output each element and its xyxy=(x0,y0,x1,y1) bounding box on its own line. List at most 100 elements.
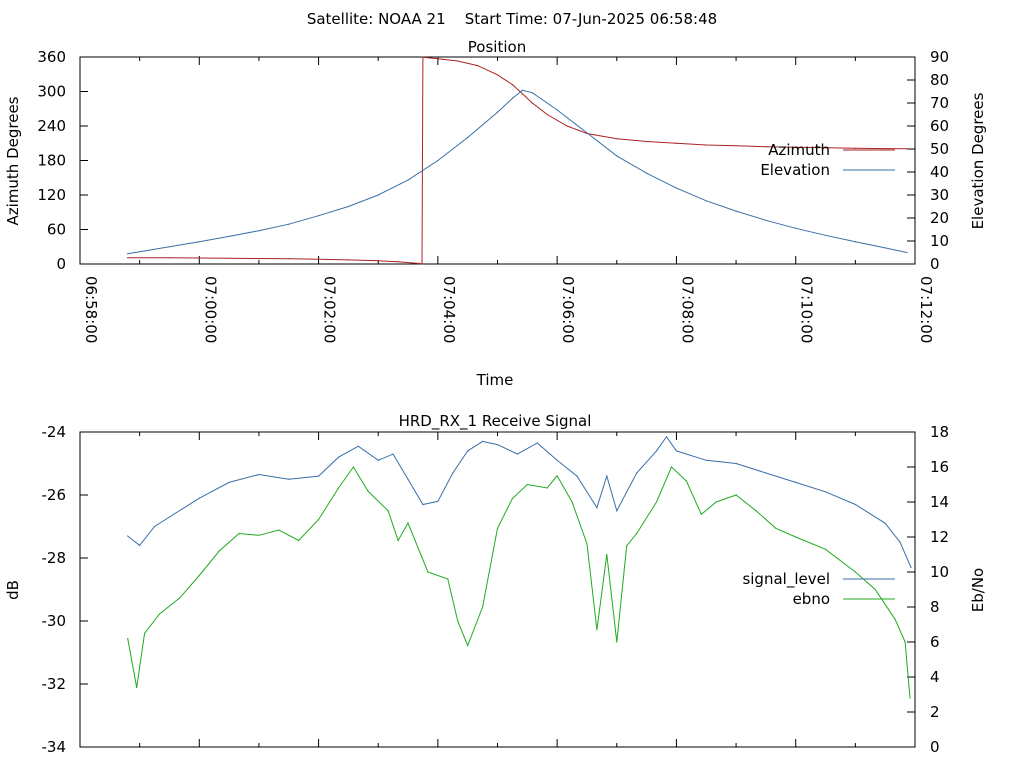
data-point xyxy=(427,571,429,573)
data-point xyxy=(158,613,161,615)
y-tick-label: 240 xyxy=(37,117,66,135)
y-tick-label: -32 xyxy=(42,675,67,693)
data-point xyxy=(511,84,513,86)
y-tick-label: -28 xyxy=(42,549,67,567)
legend-label: Azimuth xyxy=(768,141,830,159)
data-point xyxy=(377,459,379,461)
data-point xyxy=(139,544,141,547)
data-point xyxy=(198,497,200,499)
data-point xyxy=(536,442,538,444)
data-point xyxy=(258,473,260,476)
y2-tick-label: 70 xyxy=(930,94,949,112)
data-point xyxy=(516,453,519,455)
y2-tick-label: 8 xyxy=(930,598,940,616)
data-point xyxy=(482,606,484,608)
data-point xyxy=(127,535,129,537)
data-point xyxy=(735,145,737,147)
y2-tick-label: 12 xyxy=(930,528,949,546)
data-point xyxy=(387,510,389,512)
y2-tick-label: 0 xyxy=(930,738,940,756)
series-line-signal-level xyxy=(127,435,912,568)
data-point xyxy=(596,629,598,631)
data-point xyxy=(655,450,658,452)
data-point xyxy=(168,257,171,259)
data-point xyxy=(467,644,469,647)
y-tick-label: -34 xyxy=(42,738,67,756)
data-point xyxy=(521,93,524,95)
y2-tick-label: 80 xyxy=(930,71,949,89)
data-point xyxy=(422,56,424,58)
data-point xyxy=(894,618,896,620)
signal-chart: HRD_RX_1 Receive Signal dB Eb/No -34 -32 -… xyxy=(4,412,987,756)
data-point xyxy=(421,263,423,265)
data-point xyxy=(437,159,439,162)
data-point xyxy=(347,259,349,261)
data-point xyxy=(422,503,424,506)
data-point xyxy=(909,697,911,699)
signal-chart-title: HRD_RX_1 Receive Signal xyxy=(399,412,592,431)
x-tick-label: 07:02:00 xyxy=(321,276,339,343)
data-point xyxy=(238,532,240,535)
data-point xyxy=(616,138,618,140)
data-point xyxy=(521,89,524,91)
series-line-azimuth xyxy=(127,56,908,265)
y2-tick-label: 10 xyxy=(930,232,949,250)
data-point xyxy=(496,527,499,529)
data-point xyxy=(457,620,459,622)
data-point xyxy=(735,210,737,212)
data-point xyxy=(795,227,797,229)
data-point xyxy=(337,456,340,458)
y2-tick-label: 10 xyxy=(930,563,949,581)
data-point xyxy=(318,475,320,477)
data-point xyxy=(218,550,220,552)
data-point xyxy=(531,102,533,104)
position-legend: Azimuth Elevation xyxy=(760,141,895,179)
data-point xyxy=(670,466,673,468)
data-point xyxy=(496,111,499,113)
data-point xyxy=(765,472,767,474)
data-point xyxy=(675,450,678,452)
data-point xyxy=(646,140,648,143)
y2-tick-label: 60 xyxy=(930,117,949,135)
signal-y-axis-label: dB xyxy=(4,580,22,600)
data-point xyxy=(755,510,757,512)
data-point xyxy=(407,179,409,181)
data-point xyxy=(467,136,469,139)
data-point xyxy=(616,155,618,157)
data-point xyxy=(198,257,200,259)
data-point xyxy=(337,487,340,489)
position-y-axis-label: Azimuth Degrees xyxy=(4,96,22,225)
data-point xyxy=(198,574,200,577)
data-point xyxy=(556,459,558,461)
data-point xyxy=(546,113,548,116)
data-point xyxy=(675,187,678,189)
data-point xyxy=(854,503,857,506)
y2-tick-label: 14 xyxy=(930,493,949,511)
data-point xyxy=(496,74,499,76)
data-point xyxy=(874,588,876,591)
y2-tick-label: 18 xyxy=(930,423,949,441)
data-point xyxy=(626,545,628,547)
data-point xyxy=(258,257,260,260)
data-point xyxy=(392,453,394,455)
data-point xyxy=(127,253,129,255)
y-tick-label: 360 xyxy=(37,48,66,66)
position-x-axis-label: Time xyxy=(476,371,514,389)
position-chart: Position Azimuth Degrees Elevation Degre… xyxy=(4,38,987,389)
data-point xyxy=(824,147,827,149)
data-point xyxy=(795,481,797,483)
data-point xyxy=(596,507,598,509)
legend-label: signal_level xyxy=(742,570,830,589)
data-point xyxy=(904,641,906,643)
data-point xyxy=(377,260,379,262)
data-point xyxy=(407,522,409,524)
y2-tick-label: 0 xyxy=(930,255,940,273)
y2-tick-label: 20 xyxy=(930,209,949,227)
legend-label: ebno xyxy=(793,590,830,608)
data-point xyxy=(705,144,707,146)
data-point xyxy=(705,459,707,461)
data-point xyxy=(571,501,573,503)
